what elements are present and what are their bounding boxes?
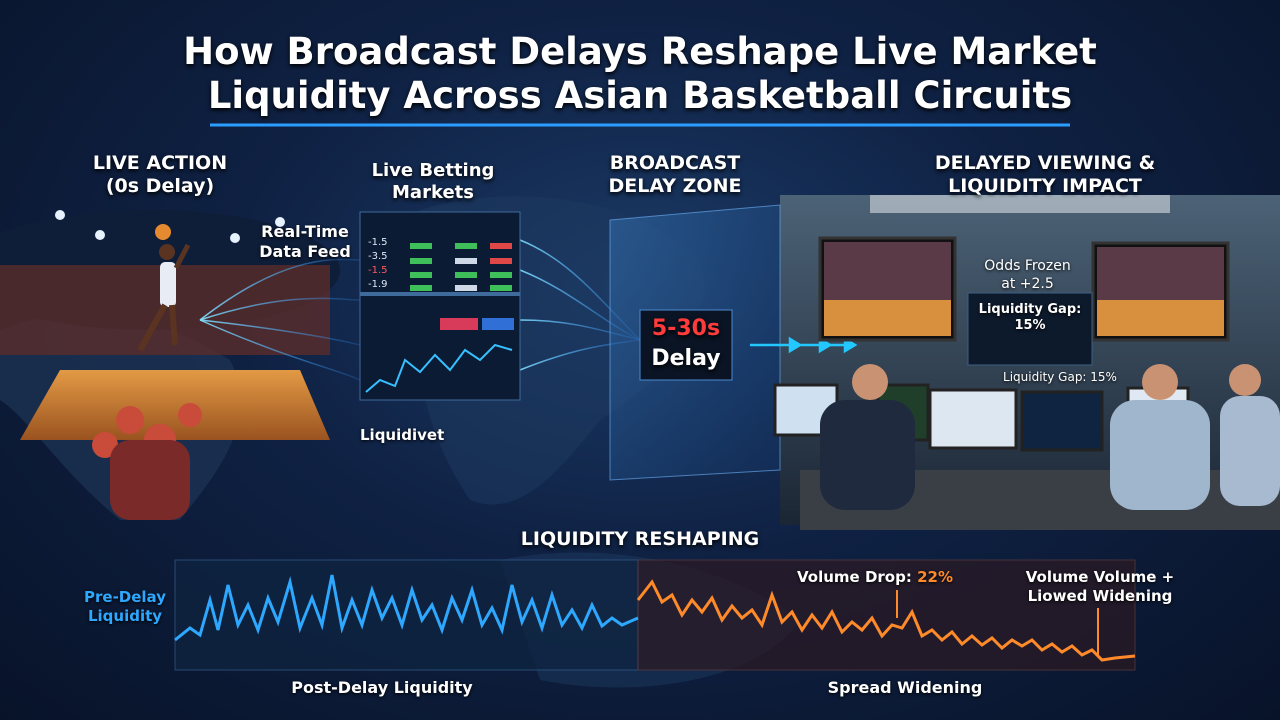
heading-line: BROADCAST <box>609 152 741 174</box>
court <box>20 370 330 440</box>
title: How Broadcast Delays Reshape Live Market… <box>140 30 1140 119</box>
heading-line: Live Betting Markets <box>371 160 495 203</box>
odds-value: -1.9 <box>368 279 388 290</box>
heading-line: DELAYED VIEWING & <box>934 152 1156 174</box>
delay-heading: BROADCAST DELAY ZONE <box>580 152 770 198</box>
player <box>137 224 191 352</box>
heading-line: LIVE ACTION <box>92 152 228 174</box>
widening-note: Volume Volume + Liowed Widening <box>1010 568 1190 606</box>
platform-label: Liquidivet <box>360 426 445 444</box>
volume-drop: Volume Drop: 22% <box>780 568 970 587</box>
delay-box-text: 5-30s Delay <box>640 314 732 374</box>
odds-value: -1.5 <box>368 265 388 276</box>
live-action-heading: LIVE ACTION (0s Delay) <box>60 152 260 198</box>
stadium-lights <box>55 210 285 243</box>
impact-heading: DELAYED VIEWING & LIQUIDITY IMPACT <box>900 152 1190 198</box>
panel-sparkline <box>365 343 513 393</box>
markets-heading: Live Betting Markets <box>358 160 508 203</box>
spread-label: Spread Widening <box>827 678 983 697</box>
title-line: Liquidity Across Asian Basketball Circui… <box>207 74 1073 118</box>
label-line: Liowed Widening <box>1027 586 1173 605</box>
delay-box <box>639 309 733 381</box>
odds-column: -1.5 -3.5 -1.5 -1.9 <box>368 236 404 292</box>
heading-line: (0s Delay) <box>105 174 215 197</box>
traders <box>820 364 1280 510</box>
odds-cells <box>410 243 514 330</box>
label-line: Data Feed <box>259 242 351 261</box>
volume-drop-label: Volume Drop: <box>797 568 912 586</box>
panel-divider <box>360 292 520 296</box>
pre-delay-label: Pre-Delay Liquidity <box>70 588 180 626</box>
odds-value: -1.5 <box>368 237 388 248</box>
label-line: Real-Time <box>261 222 349 241</box>
heading-line: DELAY ZONE <box>608 174 742 197</box>
delay-range: 5-30s <box>651 316 721 341</box>
label-line: at +2.5 <box>1001 275 1054 292</box>
heading-line: LIQUIDITY IMPACT <box>948 174 1142 197</box>
label-line: Liquidity <box>87 606 163 625</box>
pre-delay-line <box>174 574 639 642</box>
post-delay-line <box>636 579 1136 662</box>
fans <box>92 403 202 520</box>
gap-board: Liquidity Gap: 15% <box>978 302 1082 334</box>
title-line: How Broadcast Delays Reshape Live Market <box>183 30 1097 73</box>
ceiling-light <box>870 195 1170 213</box>
volume-drop-value: 22% <box>917 568 953 586</box>
label-line: Pre-Delay <box>84 588 166 606</box>
gap-caption: Liquidity Gap: 15% <box>1003 370 1117 384</box>
feed-label: Real-Time Data Feed <box>250 222 360 262</box>
label-line: Volume Volume + <box>1025 568 1175 586</box>
delay-label: Delay <box>651 346 721 371</box>
label-line: Odds Frozen <box>984 258 1071 274</box>
post-delay-label: Post-Delay Liquidity <box>291 678 473 697</box>
odds-frozen: Odds Frozen at +2.5 <box>970 258 1085 293</box>
reshaping-title: LIQUIDITY RESHAPING <box>520 528 760 550</box>
odds-value: -3.5 <box>368 251 388 262</box>
delay-arrows <box>750 336 858 354</box>
